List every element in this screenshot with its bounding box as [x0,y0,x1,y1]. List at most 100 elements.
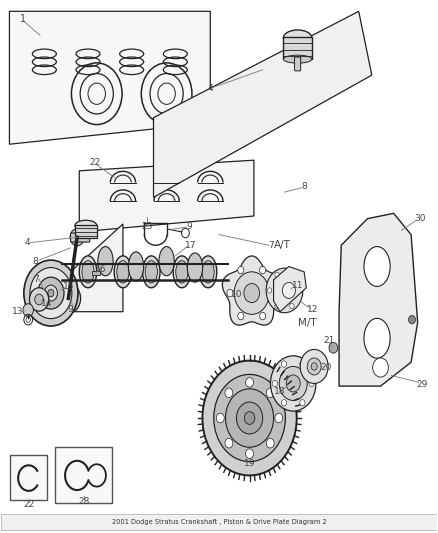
Text: 17: 17 [185,241,196,250]
Ellipse shape [114,256,132,288]
Circle shape [35,294,43,305]
Circle shape [23,304,33,317]
Circle shape [246,377,254,387]
Circle shape [290,272,294,278]
Circle shape [44,285,57,301]
Text: 19: 19 [244,459,255,467]
Circle shape [272,380,278,386]
Circle shape [307,358,321,375]
Circle shape [275,303,279,309]
Text: 16: 16 [95,265,107,273]
FancyBboxPatch shape [1,514,437,530]
Polygon shape [10,11,210,144]
Circle shape [24,260,78,326]
Circle shape [286,375,300,392]
FancyBboxPatch shape [92,271,100,275]
Circle shape [266,388,274,398]
Ellipse shape [187,253,203,282]
Circle shape [216,413,224,423]
Circle shape [266,268,303,313]
Ellipse shape [82,261,94,283]
Text: 4: 4 [24,238,30,247]
Ellipse shape [364,247,390,286]
Ellipse shape [283,30,312,46]
Circle shape [38,277,64,309]
Text: 4: 4 [208,84,213,93]
Circle shape [309,380,314,386]
Circle shape [260,312,266,320]
Ellipse shape [145,261,157,283]
Circle shape [62,291,74,306]
Text: 28: 28 [78,497,89,506]
Circle shape [260,266,266,274]
Circle shape [202,361,297,475]
Ellipse shape [79,256,97,288]
Circle shape [227,289,233,297]
Circle shape [274,277,295,304]
Text: 8: 8 [33,257,39,265]
Circle shape [409,316,416,324]
Text: 7: 7 [268,241,274,250]
Text: 15: 15 [63,282,74,291]
Circle shape [283,282,295,298]
FancyBboxPatch shape [75,225,97,238]
Text: 8: 8 [301,182,307,191]
Circle shape [70,229,84,246]
Ellipse shape [173,256,191,288]
Text: 30: 30 [414,214,426,223]
Circle shape [30,268,72,319]
Text: 10: 10 [231,289,242,298]
Text: 12: 12 [307,304,318,313]
Circle shape [300,350,328,383]
Text: 23: 23 [141,222,153,231]
Circle shape [279,284,290,297]
Circle shape [238,312,244,320]
Text: 21: 21 [323,336,335,345]
Text: 1: 1 [19,14,25,25]
Ellipse shape [364,318,390,358]
Ellipse shape [199,256,217,288]
Ellipse shape [98,247,113,276]
FancyBboxPatch shape [55,447,112,503]
Circle shape [268,288,272,293]
Text: 20: 20 [320,363,332,372]
Ellipse shape [202,261,214,283]
Polygon shape [27,224,123,312]
Circle shape [275,272,279,278]
FancyBboxPatch shape [71,233,90,242]
Circle shape [48,289,54,297]
Circle shape [244,411,255,424]
Text: 2001 Dodge Stratus Crankshaft , Piston & Drive Plate Diagram 2: 2001 Dodge Stratus Crankshaft , Piston &… [112,519,326,524]
Circle shape [29,288,49,311]
Circle shape [282,400,287,406]
Polygon shape [223,256,281,325]
Text: 22: 22 [89,158,100,167]
Circle shape [329,343,338,353]
Polygon shape [274,266,306,312]
Text: 22: 22 [23,499,34,508]
Circle shape [237,402,263,434]
Text: 18: 18 [273,387,285,396]
Circle shape [275,413,283,423]
Circle shape [311,363,317,370]
Polygon shape [339,213,418,386]
Text: M/T: M/T [297,318,316,328]
Circle shape [300,400,305,406]
Ellipse shape [75,220,97,231]
Circle shape [214,374,286,462]
Circle shape [271,356,316,411]
Circle shape [297,288,301,293]
Ellipse shape [283,55,312,63]
Circle shape [238,266,244,274]
Text: 7: 7 [33,275,39,284]
Text: 29: 29 [417,380,428,389]
FancyBboxPatch shape [11,455,47,500]
Circle shape [279,367,307,400]
Text: 9: 9 [187,222,192,231]
Ellipse shape [117,261,129,283]
Polygon shape [79,160,254,232]
Circle shape [271,289,277,297]
Circle shape [225,439,233,448]
Ellipse shape [143,256,160,288]
Ellipse shape [128,252,144,281]
